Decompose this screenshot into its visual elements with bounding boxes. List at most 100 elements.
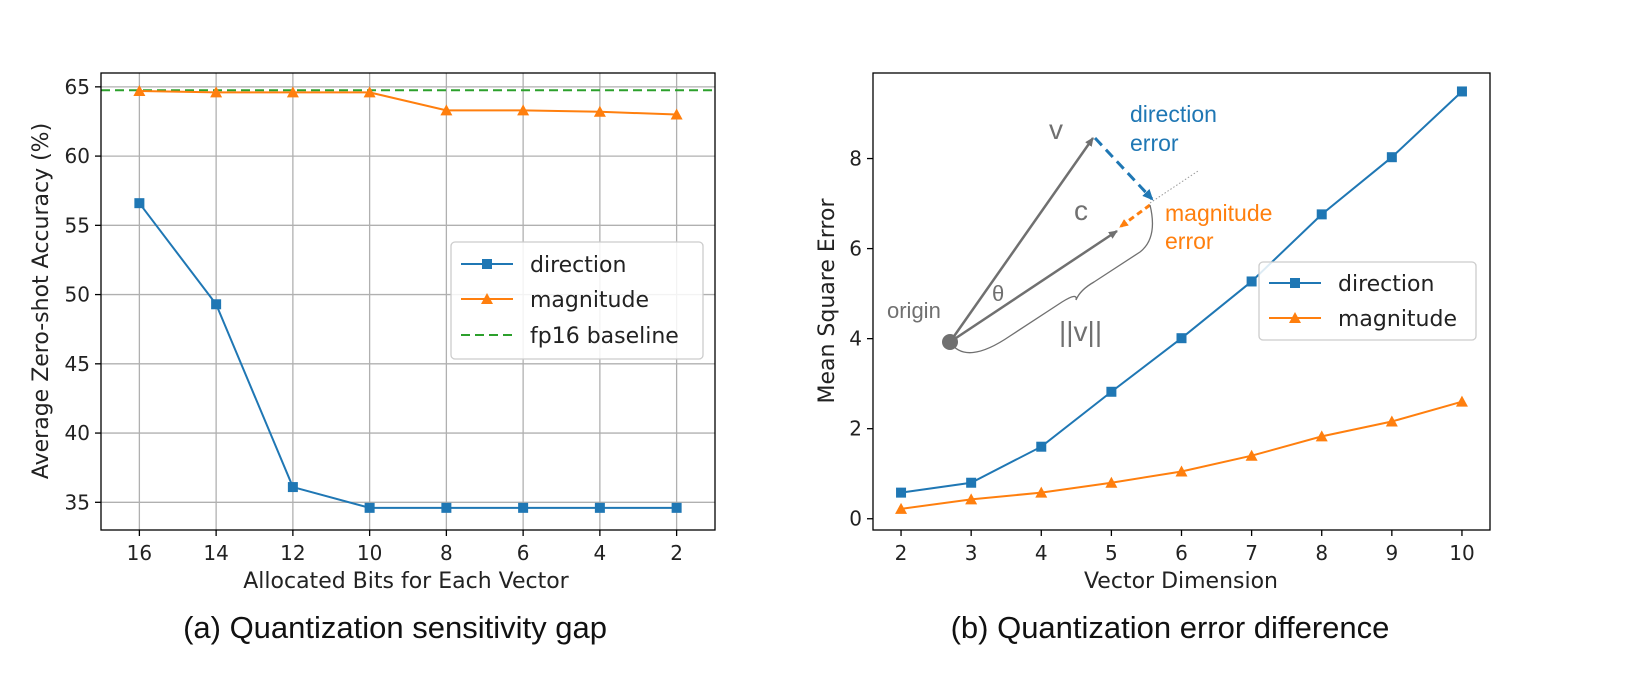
legend-b-magnitude-marker (1289, 312, 1301, 323)
y-tick-label: 0 (849, 507, 862, 531)
chart-b-magnitude-line (900, 400, 1463, 510)
legend-b-magnitude-label: magnitude (1338, 307, 1457, 332)
x-tick-label: 4 (1035, 541, 1048, 565)
direction-point (1456, 86, 1467, 97)
x-tick-label: 12 (280, 541, 305, 565)
legend-a-magnitude-label: magnitude (530, 288, 649, 313)
magnitude-error-arrow (1119, 203, 1151, 229)
magnitude-point (133, 85, 146, 97)
y-tick-label: 40 (65, 421, 90, 445)
projection-guide-line (1149, 170, 1199, 204)
legend-a-baseline-label: fp16 baseline (530, 324, 679, 349)
x-tick-label: 4 (594, 541, 607, 565)
magnitude-point (517, 104, 530, 116)
chart-b-caption: (b) Quantization error difference (951, 610, 1390, 645)
direction-point (211, 299, 222, 310)
magnitude-point (1035, 486, 1048, 498)
label-magnitude-error-2: error (1165, 228, 1214, 254)
y-tick-label: 35 (65, 490, 90, 514)
norm-brace (949, 204, 1154, 354)
direction-point (1386, 152, 1397, 163)
chart-a-legend: direction magnitude fp16 baseline (450, 241, 704, 360)
chart-b-direction-markers (896, 86, 1467, 498)
chart-a-magnitude-line (139, 90, 677, 116)
direction-point (518, 502, 529, 513)
y-tick-label: 2 (849, 417, 862, 441)
direction-point (966, 477, 977, 488)
origin-point (942, 334, 958, 350)
direction-point (1316, 209, 1327, 220)
chart-b-x-axis-label: Vector Dimension (1084, 569, 1278, 594)
direction-point (364, 502, 375, 513)
direction-point (594, 502, 605, 513)
direction-point (287, 482, 298, 493)
label-origin: origin (887, 298, 941, 323)
vector-diagram: v c θ origin ||v|| direction error magni… (887, 101, 1272, 354)
x-tick-label: 9 (1385, 541, 1398, 565)
chart-b-legend: direction magnitude (1258, 261, 1477, 341)
magnitude-point (593, 105, 606, 117)
y-tick-label: 60 (65, 144, 90, 168)
label-direction-error-2: error (1130, 130, 1179, 156)
magnitude-point (1385, 415, 1398, 427)
label-theta: θ (992, 281, 1004, 306)
chart-b-quantization-error: 2 3 4 5 6 7 8 9 10 0 2 4 6 8 Vector Dimension Mean S… (815, 72, 1491, 645)
magnitude-point (1105, 476, 1118, 488)
chart-a-direction-markers (134, 198, 682, 513)
direction-point (1036, 441, 1047, 452)
chart-a-direction-line (138, 202, 677, 509)
label-v: v (1049, 114, 1063, 145)
magnitude-point (363, 86, 376, 98)
x-tick-label: 16 (127, 541, 152, 565)
direction-error-arrow (1093, 136, 1154, 201)
magnitude-point (440, 104, 453, 116)
chart-a-caption: (a) Quantization sensitivity gap (183, 610, 607, 645)
magnitude-point (965, 493, 978, 505)
chart-a-y-axis-label: Average Zero-shot Accuracy (%) (29, 123, 54, 479)
label-direction-error-1: direction (1130, 101, 1217, 127)
direction-point (1176, 333, 1187, 344)
y-tick-label: 6 (849, 237, 862, 261)
label-c: c (1074, 195, 1088, 226)
y-tick-label: 4 (849, 327, 862, 351)
legend-b-direction-label: direction (1338, 272, 1434, 297)
y-tick-label: 50 (65, 283, 90, 307)
x-tick-label: 8 (1315, 541, 1328, 565)
x-tick-label: 6 (517, 541, 530, 565)
chart-a-magnitude-markers (133, 85, 683, 120)
magnitude-point (286, 86, 299, 98)
chart-a-x-ticks: 16 14 12 10 8 6 4 2 (127, 530, 683, 565)
y-tick-label: 45 (65, 352, 90, 376)
legend-b-direction-marker (1290, 278, 1300, 288)
y-tick-label: 55 (65, 213, 90, 237)
x-tick-label: 2 (670, 541, 683, 565)
vector-v-arrow (948, 137, 1095, 343)
y-tick-label: 65 (65, 75, 90, 99)
label-magnitude-error-1: magnitude (1165, 200, 1272, 226)
x-tick-label: 2 (895, 541, 908, 565)
legend-a-direction-label: direction (530, 253, 626, 278)
x-tick-label: 14 (203, 541, 228, 565)
direction-point (896, 487, 907, 498)
x-tick-label: 10 (1449, 541, 1474, 565)
chart-a-x-axis-label: Allocated Bits for Each Vector (243, 569, 569, 594)
chart-a-y-ticks: 35 40 45 50 55 60 65 (65, 75, 101, 514)
direction-point (671, 502, 682, 513)
x-tick-label: 10 (357, 541, 382, 565)
y-tick-label: 8 (849, 147, 862, 171)
direction-point (1246, 276, 1257, 287)
magnitude-point (1315, 430, 1328, 442)
x-tick-label: 7 (1245, 541, 1258, 565)
legend-a-direction-marker (482, 259, 492, 269)
magnitude-point (210, 86, 223, 98)
label-norm: ||v|| (1059, 316, 1102, 347)
chart-b-y-ticks: 0 2 4 6 8 (849, 147, 873, 531)
chart-b-y-axis-label: Mean Square Error (815, 198, 840, 404)
legend-a-magnitude-marker (481, 293, 493, 304)
magnitude-point (895, 502, 908, 514)
magnitude-point (1455, 395, 1468, 407)
chart-b-magnitude-markers (895, 395, 1468, 514)
magnitude-point (1175, 465, 1188, 477)
chart-a-frame (100, 72, 716, 531)
